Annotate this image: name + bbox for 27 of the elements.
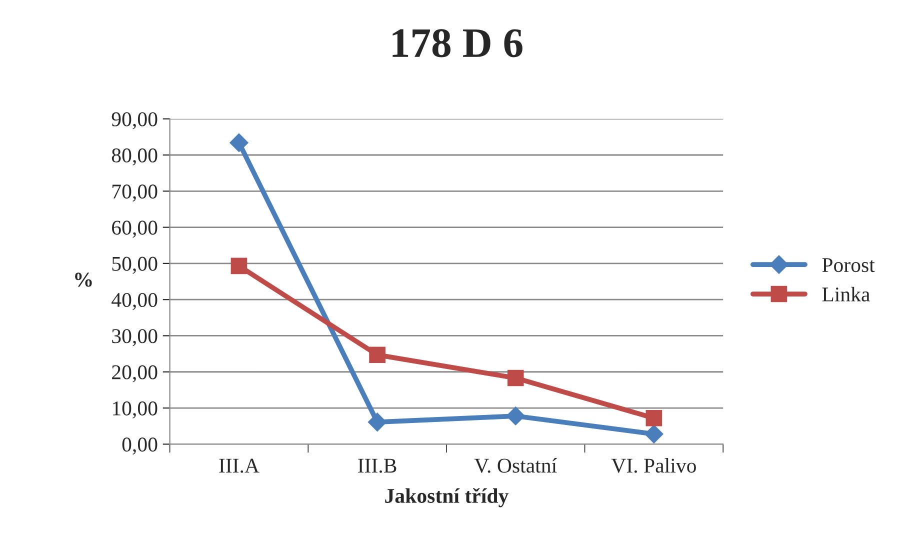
point xyxy=(646,410,662,426)
x-axis-title: Jakostní třídy xyxy=(385,488,508,508)
y-tick-label: 70,00 xyxy=(112,184,158,202)
y-tick-label: 90,00 xyxy=(112,112,158,130)
point xyxy=(230,133,248,152)
point xyxy=(507,370,524,386)
y-tick-label: 10,00 xyxy=(112,401,158,418)
y-tick-label: 20,00 xyxy=(112,365,158,382)
point xyxy=(230,258,248,274)
point xyxy=(368,412,387,432)
y-tick-label: 40,00 xyxy=(112,292,158,310)
x-tick-label: III.A xyxy=(219,458,260,473)
y-tick-label: 50,00 xyxy=(112,256,158,274)
y-tick-label: 60,00 xyxy=(112,220,158,238)
x-tick-label: V. Ostatní xyxy=(474,458,557,473)
legend-label: Linka xyxy=(822,286,870,302)
point xyxy=(644,424,664,444)
x-tick-label: III.B xyxy=(358,458,396,473)
y-tick-label: 0,00 xyxy=(122,438,158,455)
point xyxy=(369,346,386,364)
point xyxy=(506,406,525,426)
y-tick-label: 30,00 xyxy=(112,329,158,346)
y-axis-title: % xyxy=(75,272,92,287)
y-tick-label: 80,00 xyxy=(112,148,158,166)
chart-title: 178 D 6 xyxy=(392,29,522,58)
legend-label: Porost xyxy=(822,258,875,272)
x-tick-label: VI. Palivo xyxy=(611,458,696,473)
